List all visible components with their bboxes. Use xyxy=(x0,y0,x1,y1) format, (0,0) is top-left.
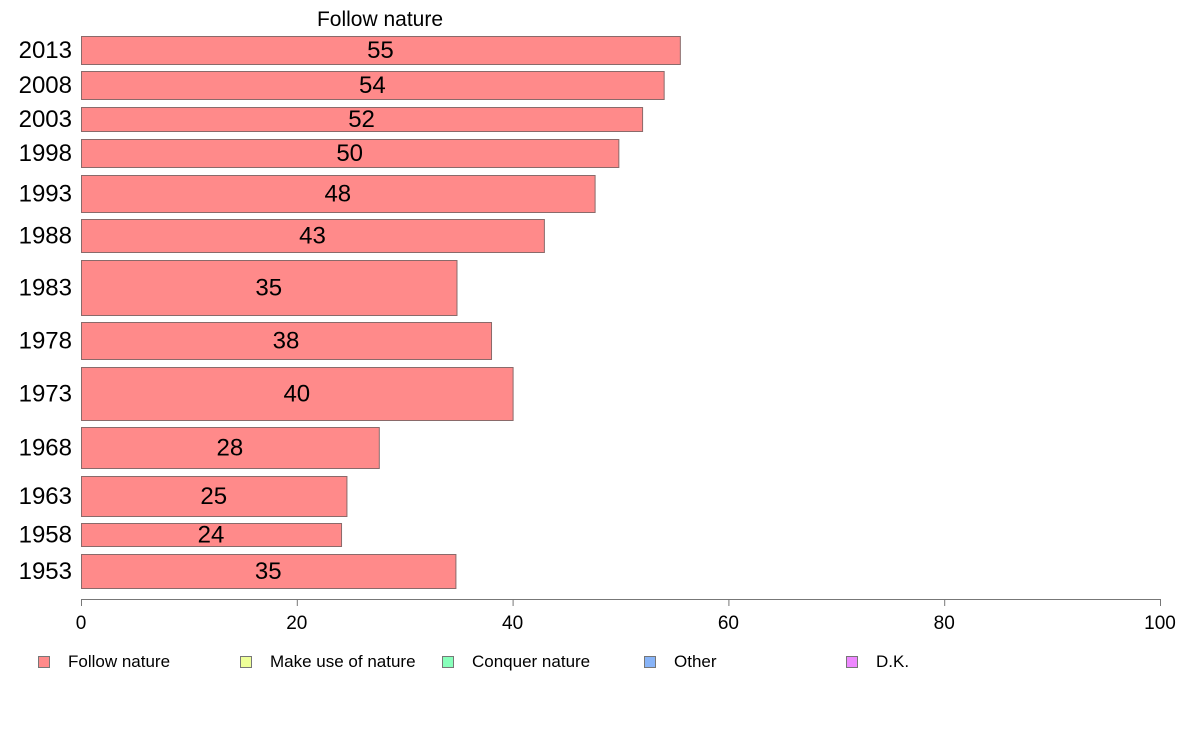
value-label: 28 xyxy=(217,435,244,462)
legend-swatch xyxy=(644,656,656,668)
bar-1993 xyxy=(81,175,596,213)
category-label: 2003 xyxy=(19,106,72,133)
bar-1973 xyxy=(81,367,514,421)
bar-1958 xyxy=(81,523,343,547)
x-tick-label: 40 xyxy=(502,613,523,634)
x-tick-label: 80 xyxy=(934,613,955,634)
legend-label: Make use of nature xyxy=(270,652,416,671)
bar-2003 xyxy=(81,107,644,132)
chart-title: Follow nature xyxy=(317,8,443,31)
value-label: 35 xyxy=(255,558,282,585)
x-tick-label: 60 xyxy=(718,613,739,634)
legend-item-dk: D.K. xyxy=(846,652,909,672)
value-label: 43 xyxy=(299,223,326,250)
value-labels: 55 54 52 50 48 43 35 38 40 28 25 24 35 xyxy=(198,37,394,585)
value-label: 48 xyxy=(324,181,351,208)
legend-label: Other xyxy=(674,652,717,671)
value-label: 50 xyxy=(336,140,363,167)
legend-label: Follow nature xyxy=(68,652,171,671)
x-tick-label: 20 xyxy=(286,613,307,634)
bars-group xyxy=(81,36,681,589)
category-label: 1953 xyxy=(19,558,72,585)
legend-item-conquer-nature: Conquer nature xyxy=(442,652,590,672)
bar-1953 xyxy=(81,554,457,589)
bar-1988 xyxy=(81,219,545,253)
x-axis: 0 20 40 60 80 100 xyxy=(76,599,1176,634)
category-label: 1988 xyxy=(19,223,72,250)
legend-item-follow-nature: Follow nature xyxy=(38,652,170,672)
legend-item-other: Other xyxy=(644,652,717,672)
category-label: 2008 xyxy=(19,72,72,99)
category-label: 1958 xyxy=(19,522,72,549)
value-label: 55 xyxy=(367,37,394,64)
category-label: 1963 xyxy=(19,483,72,510)
bar-2008 xyxy=(81,71,665,100)
bar-1983 xyxy=(81,260,458,316)
category-label: 1973 xyxy=(19,381,72,408)
legend-label: D.K. xyxy=(876,652,910,671)
value-label: 52 xyxy=(348,106,375,133)
category-labels: 2013 2008 2003 1998 1993 1988 1983 1978 1973 1968… xyxy=(19,37,72,585)
bar-1998 xyxy=(81,139,620,168)
bar-2013 xyxy=(81,36,681,65)
legend-swatch xyxy=(240,656,252,668)
legend-item-make-use-of-nature: Make use of nature xyxy=(240,652,416,672)
x-tick-label: 100 xyxy=(1144,613,1176,634)
legend-label: Conquer nature xyxy=(472,652,591,671)
legend-swatch xyxy=(442,656,454,668)
category-label: 1993 xyxy=(19,181,72,208)
legend: Follow nature Make use of nature Conquer… xyxy=(38,652,1138,676)
value-label: 40 xyxy=(283,381,310,408)
legend-swatch xyxy=(846,656,858,668)
category-label: 1983 xyxy=(19,275,72,302)
value-label: 38 xyxy=(273,328,300,355)
bar-1963 xyxy=(81,476,348,517)
value-label: 25 xyxy=(200,483,227,510)
value-label: 24 xyxy=(198,522,225,549)
category-label: 1978 xyxy=(19,328,72,355)
category-label: 1968 xyxy=(19,435,72,462)
x-tick-label: 0 xyxy=(76,613,87,634)
category-label: 1998 xyxy=(19,140,72,167)
legend-swatch xyxy=(38,656,50,668)
bar-1968 xyxy=(81,427,380,469)
value-label: 35 xyxy=(255,275,282,302)
bar-1978 xyxy=(81,322,493,360)
category-label: 2013 xyxy=(19,37,72,64)
value-label: 54 xyxy=(359,72,386,99)
